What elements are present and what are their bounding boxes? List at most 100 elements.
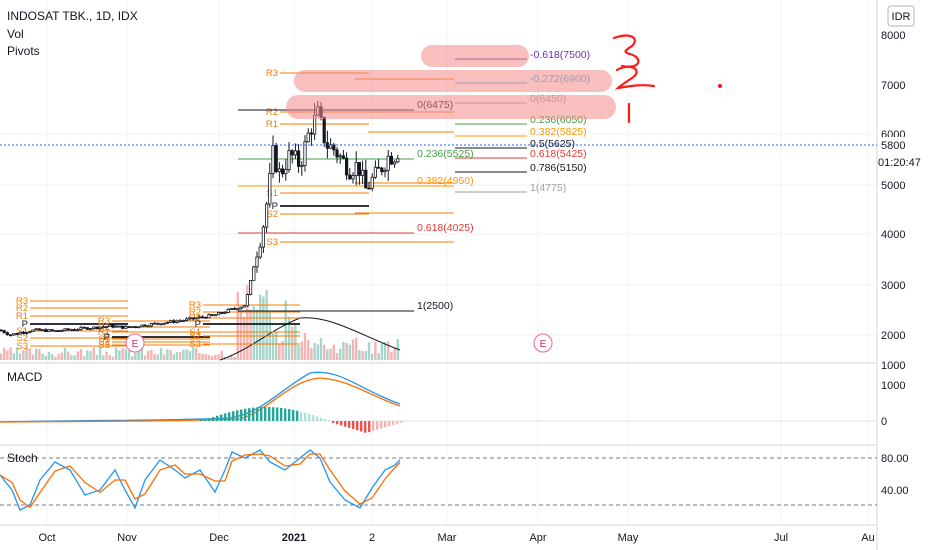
candle-body — [364, 169, 368, 189]
stoch-legend[interactable]: Stoch — [7, 451, 38, 465]
candle-body — [143, 324, 147, 327]
earnings-badge-1[interactable]: E — [125, 333, 145, 353]
candle-body — [300, 165, 304, 167]
macd-hist-bar — [308, 413, 311, 421]
volume-bar — [166, 349, 169, 360]
candle-body — [133, 326, 137, 329]
volume-bar — [131, 356, 134, 360]
candle-body — [31, 329, 35, 333]
candle-body — [28, 331, 32, 334]
volume-bar — [19, 353, 22, 360]
volume-bar — [342, 341, 345, 360]
candle-body — [268, 173, 272, 205]
candle-body — [178, 320, 182, 323]
volume-bar — [172, 354, 175, 360]
candle-body — [152, 322, 157, 325]
macd-hist-bar — [352, 421, 355, 430]
pivot-label: S1 — [16, 326, 28, 337]
time-tick-label: Au — [861, 532, 874, 544]
volume-bar — [230, 354, 233, 360]
volume-bar — [262, 296, 265, 360]
macd-hist-bar — [288, 409, 291, 421]
macd-hist-bar — [296, 410, 299, 421]
volume-bar — [390, 351, 393, 360]
symbol-title[interactable]: INDOSAT TBK., 1D, IDX — [7, 9, 138, 23]
volume-bar — [316, 344, 319, 360]
candle-body — [44, 329, 48, 333]
pivot-label: R2 — [16, 303, 28, 314]
macd-hist-bar — [356, 421, 359, 431]
volume-bar — [265, 290, 268, 360]
volume-bar — [351, 339, 355, 360]
volume-bar — [76, 351, 79, 360]
currency-badge[interactable]: IDR — [887, 5, 915, 27]
volume-bar — [287, 316, 291, 360]
volume-bar — [387, 341, 390, 360]
candle-body — [197, 316, 201, 319]
macd-hist-bar — [264, 407, 267, 421]
candle-body — [140, 324, 144, 328]
time-axis[interactable]: Oct Nov Dec 2021 2 Mar Apr May Jul Au — [38, 532, 874, 544]
volume-bar — [57, 353, 60, 360]
volume-bar — [271, 333, 275, 360]
macd-hist-bar — [204, 419, 207, 421]
pivot-label: S2 — [16, 333, 28, 344]
volume-bar — [380, 343, 383, 360]
fib-level-label: 1(2500) — [417, 300, 453, 312]
volume-bar — [108, 355, 111, 360]
currency-badge-box[interactable] — [887, 5, 915, 27]
pivot-label: P — [22, 319, 28, 330]
candle-body — [386, 155, 390, 171]
price-tick-label: 2000 — [881, 330, 905, 342]
volume-bar — [28, 348, 31, 360]
candle-body — [18, 331, 22, 335]
candle-body — [354, 162, 358, 177]
volume-bar — [278, 343, 281, 360]
price-axis[interactable]: 800070006000500040003000200010001000080.… — [881, 30, 909, 497]
macd-hist-bar — [256, 407, 259, 421]
candle-body — [76, 328, 80, 331]
candle-body — [12, 333, 16, 336]
macd-tick-label: 1000 — [881, 360, 905, 372]
time-tick-label: Jul — [774, 532, 788, 544]
volume-bar — [214, 354, 217, 360]
volume-bar — [3, 347, 6, 360]
pivot-label: R1 — [16, 311, 28, 322]
macd-hist-bar — [292, 409, 295, 421]
earnings-badge-2[interactable]: E — [533, 333, 553, 353]
candle-body — [213, 314, 217, 317]
volume-bar — [361, 350, 364, 360]
volume-bar — [297, 345, 300, 360]
volume-bar — [22, 350, 25, 360]
candle-body — [277, 168, 282, 173]
candle-body — [264, 203, 269, 228]
macd-hist-bar — [300, 411, 303, 421]
volume-bar — [150, 349, 153, 360]
pivot-label: S2 — [189, 331, 201, 342]
earnings-badge-circle[interactable] — [125, 333, 145, 353]
macd-hist-bar — [276, 407, 279, 421]
candle-body — [111, 324, 115, 328]
candle-body — [290, 150, 294, 156]
highlight-level-0 — [286, 95, 616, 119]
candle-body — [156, 322, 160, 325]
highlight-ext-0272 — [294, 70, 612, 92]
pivots-legend[interactable]: Pivots — [7, 44, 40, 58]
candle-body — [376, 166, 381, 169]
volume-bar — [159, 348, 163, 360]
macd-legend[interactable]: MACD — [7, 370, 43, 384]
vol-legend[interactable]: Vol — [7, 27, 24, 41]
volume-bar — [15, 347, 19, 360]
time-tick-label: Mar — [438, 532, 457, 544]
earnings-badge-circle[interactable] — [533, 333, 553, 353]
pivot-label: R3 — [266, 68, 278, 79]
volume-bar — [191, 347, 195, 360]
volume-bar — [300, 341, 303, 360]
volume-bar — [307, 340, 310, 360]
candle-body — [124, 326, 128, 329]
volume-bar — [153, 353, 156, 360]
fib-level-label: 0.5(5625) — [530, 138, 575, 150]
pivot-label: R3 — [16, 296, 28, 307]
candle-body — [232, 308, 237, 310]
